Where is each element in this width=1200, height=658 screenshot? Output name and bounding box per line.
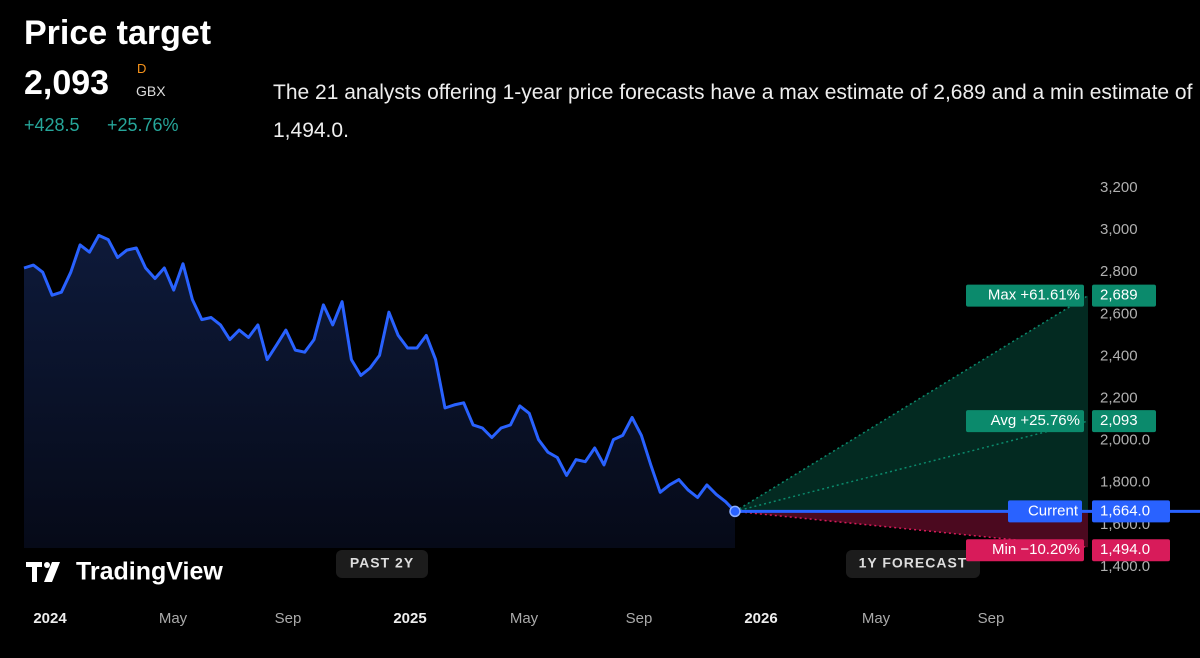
currency: GBX <box>136 83 166 99</box>
forecast-label: Max +61.61% <box>988 287 1080 304</box>
title: Price target <box>24 14 212 52</box>
y-tick-label: 1,800.0 <box>1100 474 1150 491</box>
price: 2,093 <box>24 64 110 102</box>
button[interactable] <box>846 550 980 578</box>
forecast-label: Current <box>1028 502 1079 519</box>
forecast-value: 1,494.0 <box>1100 541 1150 558</box>
change-percent: +25.76% <box>107 115 179 135</box>
value-box <box>1092 539 1170 562</box>
label-box <box>1008 500 1082 523</box>
button-label[interactable]: PAST 2Y <box>350 555 414 571</box>
value-box <box>1092 284 1156 307</box>
y-tick-label: 3,200 <box>1100 179 1138 196</box>
x-tick-label: 2026 <box>744 610 777 627</box>
x-tick-label: Sep <box>626 610 653 627</box>
forecast-line <box>734 294 1089 513</box>
y-tick-label: 2,800 <box>1100 263 1138 280</box>
flag: D <box>137 61 147 76</box>
x-tick-label: Sep <box>978 610 1005 627</box>
current-dot <box>729 505 741 518</box>
y-tick-label: 1,400.0 <box>1100 558 1150 575</box>
change: +428.5 <box>24 115 80 135</box>
forecast-value: 1,664.0 <box>1100 502 1150 519</box>
x-tick-label: May <box>510 610 539 627</box>
forecast-value: 2,689 <box>1100 287 1138 304</box>
forecast-value: 2,093 <box>1100 412 1138 429</box>
button-label[interactable]: 1Y FORECAST <box>859 555 968 571</box>
x-tick-label: Sep <box>275 610 302 627</box>
button[interactable] <box>336 550 428 578</box>
brand: TradingView <box>76 558 223 586</box>
forecast-line <box>734 420 1089 513</box>
y-tick-label: 2,000.0 <box>1100 432 1150 449</box>
y-tick-label: 2,600 <box>1100 305 1138 322</box>
value-box <box>1092 500 1170 523</box>
value-box <box>1092 410 1156 433</box>
label-box <box>966 284 1084 307</box>
y-tick-label: 2,200 <box>1100 390 1138 407</box>
tv-logo <box>26 562 60 582</box>
area <box>24 235 735 548</box>
x-tick-label: May <box>159 610 188 627</box>
x-tick-label: May <box>862 610 891 627</box>
x-tick-label: 2025 <box>393 610 426 627</box>
y-tick-label: 3,000 <box>1100 221 1138 238</box>
label-box <box>966 539 1084 562</box>
description: The 21 analysts offering 1-year price fo… <box>273 81 1193 142</box>
price-line <box>23 233 737 513</box>
label-box <box>966 410 1084 433</box>
x-tick-label: 2024 <box>33 610 67 627</box>
forecast-label: Min −10.20% <box>992 541 1080 558</box>
y-tick-label: 2,400 <box>1100 347 1138 364</box>
forecast-label: Avg +25.76% <box>991 412 1080 429</box>
